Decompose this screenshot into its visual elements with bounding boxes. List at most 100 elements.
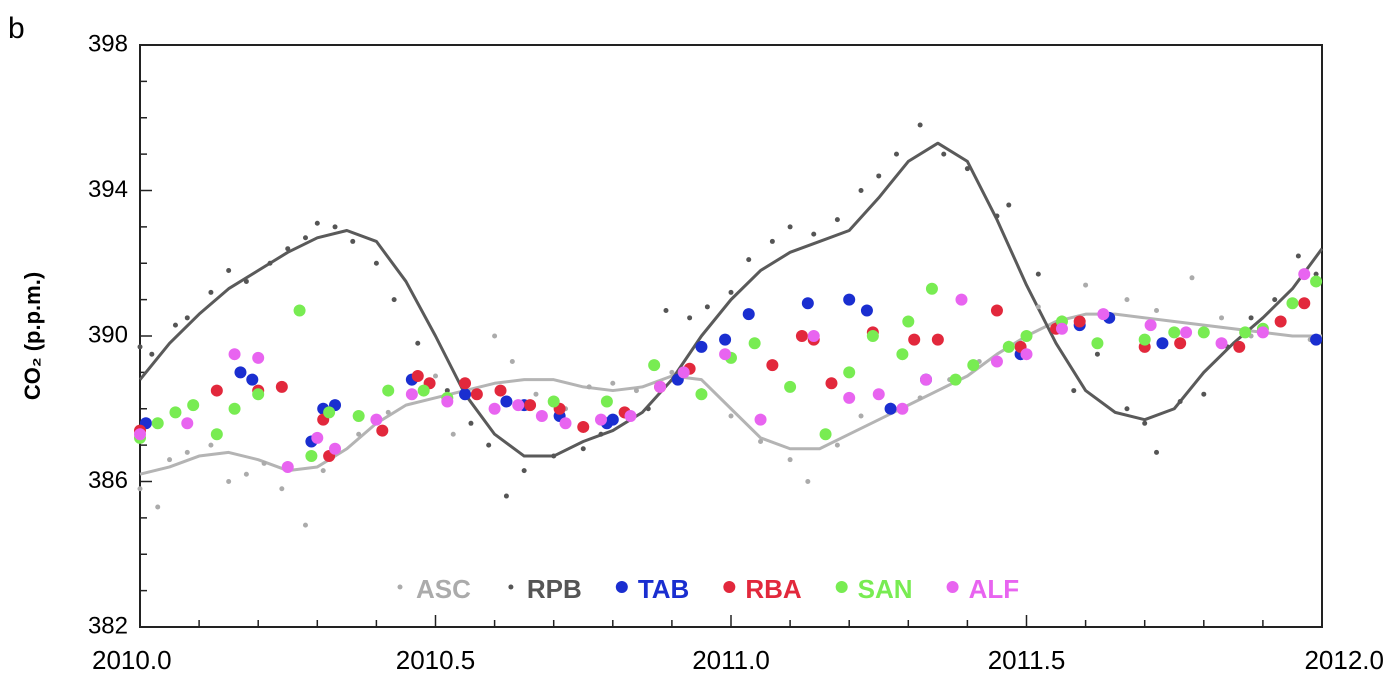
point	[246, 373, 259, 386]
point	[1020, 348, 1033, 361]
point	[598, 431, 604, 437]
panel-label: b	[8, 12, 25, 45]
point	[1295, 253, 1301, 259]
point	[226, 479, 232, 484]
point	[512, 399, 525, 412]
point	[1055, 322, 1068, 335]
point	[1094, 351, 1100, 357]
point	[391, 297, 397, 303]
point	[758, 438, 764, 444]
x-tick-label: 2010.5	[396, 645, 476, 675]
y-tick-label: 390	[88, 321, 128, 348]
point	[902, 315, 915, 328]
point	[329, 442, 342, 455]
point	[807, 330, 820, 342]
legend-marker	[835, 581, 848, 593]
point	[279, 486, 285, 492]
point	[754, 413, 767, 426]
point	[1073, 315, 1086, 328]
x-tick-label: 2010.0	[92, 645, 172, 675]
legend-marker	[723, 581, 736, 593]
point	[492, 333, 498, 339]
point	[243, 471, 249, 477]
point	[302, 522, 308, 528]
point	[234, 366, 247, 379]
point	[151, 417, 164, 430]
point	[1233, 340, 1246, 353]
point	[275, 380, 288, 393]
point	[167, 457, 173, 463]
point	[415, 340, 421, 346]
point	[967, 359, 980, 372]
point	[843, 366, 856, 379]
point	[594, 413, 607, 426]
point	[411, 370, 424, 383]
point	[1197, 326, 1210, 339]
point	[860, 304, 873, 317]
fit-line	[138, 141, 1324, 458]
point	[663, 308, 669, 314]
x-tick-label: 2011.5	[988, 645, 1066, 675]
point	[742, 308, 755, 321]
point	[1156, 337, 1169, 350]
point	[606, 413, 619, 426]
point	[441, 395, 454, 408]
point	[311, 431, 324, 444]
point	[261, 460, 267, 466]
point	[1298, 268, 1311, 281]
point	[535, 410, 548, 423]
point	[787, 224, 793, 230]
legend-marker	[508, 584, 514, 590]
point	[866, 330, 879, 342]
point	[990, 355, 1003, 368]
point	[228, 402, 241, 415]
point	[323, 406, 336, 419]
point	[444, 388, 450, 394]
point	[459, 377, 472, 390]
point	[728, 413, 734, 419]
point	[719, 333, 732, 346]
point	[376, 424, 389, 437]
point	[459, 388, 472, 401]
point	[1083, 282, 1089, 288]
point	[896, 348, 909, 361]
point	[784, 380, 797, 393]
point	[896, 402, 909, 415]
point	[314, 220, 320, 226]
point	[843, 391, 856, 404]
point	[281, 460, 294, 473]
point	[320, 468, 326, 474]
point	[941, 151, 947, 157]
point	[746, 257, 752, 263]
axes: 382 386 390 394 398 2010.0 2010.5 2011.0 2011.5 2…	[88, 30, 1384, 675]
point	[1310, 333, 1323, 346]
point	[1035, 304, 1041, 310]
point	[305, 450, 318, 463]
point	[137, 344, 143, 350]
point	[149, 351, 155, 357]
point	[687, 315, 693, 321]
point	[470, 388, 483, 401]
point	[931, 333, 944, 346]
point	[1239, 326, 1252, 339]
legend-label: RBA	[745, 574, 802, 604]
point	[1272, 297, 1278, 303]
legend-label: RPB	[527, 574, 582, 604]
x-tick-label: 2011.0	[692, 645, 770, 675]
point	[769, 238, 775, 244]
point	[1286, 297, 1299, 310]
point	[382, 384, 395, 397]
plot-area	[134, 122, 1324, 528]
point	[1142, 420, 1148, 426]
point	[1002, 340, 1015, 353]
point	[547, 395, 560, 408]
point	[624, 410, 637, 423]
point	[285, 246, 291, 252]
point	[184, 449, 190, 455]
point	[872, 388, 885, 401]
point	[719, 348, 732, 361]
point	[521, 468, 527, 474]
point	[1020, 330, 1033, 342]
point	[645, 406, 651, 412]
point	[210, 384, 223, 397]
